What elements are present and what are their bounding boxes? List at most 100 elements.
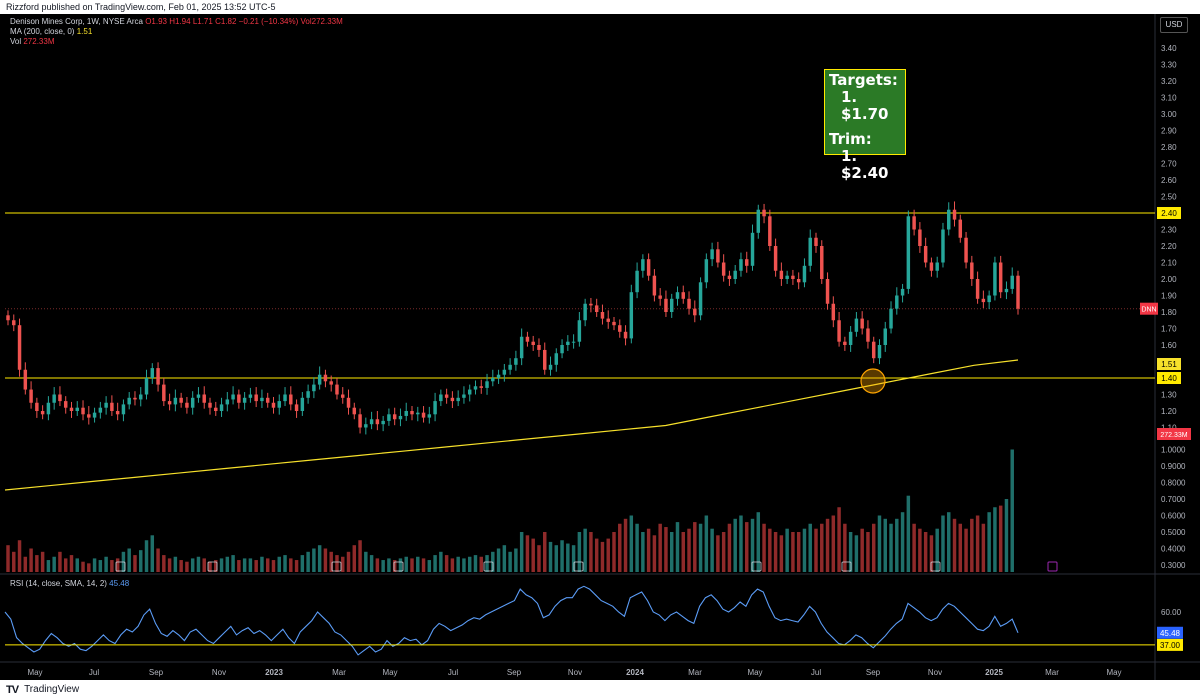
price-tick-label: 3.40 <box>1161 44 1177 53</box>
candle-body <box>150 368 155 378</box>
volume-bar <box>219 558 224 572</box>
volume-bar <box>392 560 397 572</box>
candle-body <box>560 345 564 354</box>
volume-bar <box>889 523 893 572</box>
candle-body <box>543 349 547 370</box>
candle-body <box>92 412 97 418</box>
rsi-last-label: 45.48 <box>1160 629 1181 638</box>
level-price-label: 1.40 <box>1161 374 1177 383</box>
price-tick-label: 2.10 <box>1161 259 1177 268</box>
price-tick-label: 1.20 <box>1161 407 1177 416</box>
candle-body <box>739 259 743 271</box>
volume-badge <box>1157 428 1191 440</box>
candle-body <box>895 295 899 309</box>
volume-bar <box>162 555 166 572</box>
candle-body <box>669 298 674 312</box>
candle-body <box>508 364 512 370</box>
price-tick-label: 1.70 <box>1161 325 1177 334</box>
trim-title: Trim: <box>829 130 872 148</box>
candle-body <box>352 407 357 415</box>
candle-body <box>773 246 778 271</box>
candle-body <box>69 407 74 411</box>
candle-body <box>294 404 299 411</box>
candle-body <box>716 249 720 263</box>
time-tick-label: May <box>1106 668 1121 677</box>
currency-button[interactable]: USD <box>1160 17 1188 33</box>
volume-bar <box>473 555 478 572</box>
volume-bar <box>35 555 39 572</box>
volume-tick-label: 0.7000 <box>1161 495 1186 504</box>
candle-body <box>196 394 201 398</box>
candle-body <box>600 312 605 319</box>
rsi-label: RSI (14, close, SMA, 14, 2) <box>10 579 107 588</box>
time-tick-label: 2025 <box>985 668 1003 677</box>
volume-bar <box>467 556 472 572</box>
volume-bar <box>237 560 241 572</box>
candle-body <box>427 414 432 418</box>
candle-body <box>387 414 391 421</box>
candle-body <box>121 404 126 415</box>
time-tick-label: Sep <box>866 668 881 677</box>
volume-bar <box>364 551 368 572</box>
candle-body <box>571 341 576 343</box>
volume-bar <box>745 522 749 572</box>
time-tick-label: Jul <box>448 668 458 677</box>
close-value: C1.82 <box>215 17 237 26</box>
candle-body <box>283 394 287 402</box>
price-tick-label: 2.80 <box>1161 143 1177 152</box>
candle-body <box>918 229 922 246</box>
volume-bar <box>716 535 720 572</box>
volume-bar <box>739 515 743 572</box>
volume-bar <box>895 518 899 572</box>
candle-body <box>825 279 830 304</box>
price-tick-label: 2.20 <box>1161 242 1177 251</box>
candle-body <box>802 265 807 283</box>
volume-bar <box>837 507 841 572</box>
candle-body <box>889 308 893 329</box>
candle-body <box>808 237 812 266</box>
footer-brand: TradingView <box>24 684 80 695</box>
volume-bar <box>912 523 916 572</box>
ma200-line <box>4 359 1019 491</box>
candle-body <box>219 404 224 411</box>
vol-value: 272.33M <box>23 37 55 46</box>
low-value: L1.71 <box>192 17 213 26</box>
rsi-level-label: 37.00 <box>1160 641 1181 650</box>
candle-body <box>271 402 276 408</box>
price-tick-label: 2.30 <box>1161 226 1177 235</box>
rsi-legend: RSI (14, close, SMA, 14, 2) 45.48 <box>10 579 129 588</box>
volume-bar <box>254 560 258 572</box>
candle-body <box>756 209 761 233</box>
candle-body <box>750 232 755 266</box>
volume-bar <box>341 556 345 572</box>
volume-bar <box>1004 499 1009 572</box>
candle-body <box>681 292 685 299</box>
rsi-level-badge <box>1157 638 1183 651</box>
volume-bar <box>998 505 1003 572</box>
rsi-line <box>4 585 1019 656</box>
candle-body <box>837 320 841 342</box>
volume-bar <box>352 545 357 572</box>
volume-bar <box>242 558 247 572</box>
candle-body <box>75 407 79 411</box>
candle-body <box>623 331 628 339</box>
volume-bar <box>283 555 287 572</box>
symbol-badge <box>1140 302 1158 315</box>
volume-bar <box>981 523 986 572</box>
price-tick-label: 3.30 <box>1161 61 1177 70</box>
time-tick-label: 2024 <box>626 668 644 677</box>
volume-bar <box>92 558 97 572</box>
price-tick-label: 2.60 <box>1161 176 1177 185</box>
volume-bar <box>17 540 22 572</box>
volume-bar <box>133 555 137 572</box>
candle-body <box>110 402 114 411</box>
volume-bar <box>727 523 732 572</box>
candle-body <box>81 407 85 415</box>
volume-bar <box>860 528 864 572</box>
candle-body <box>791 275 795 279</box>
volume-bar <box>150 535 155 572</box>
candle-body <box>179 397 183 403</box>
tradingview-logo-icon: TV <box>6 684 19 696</box>
candle-body <box>306 391 310 398</box>
